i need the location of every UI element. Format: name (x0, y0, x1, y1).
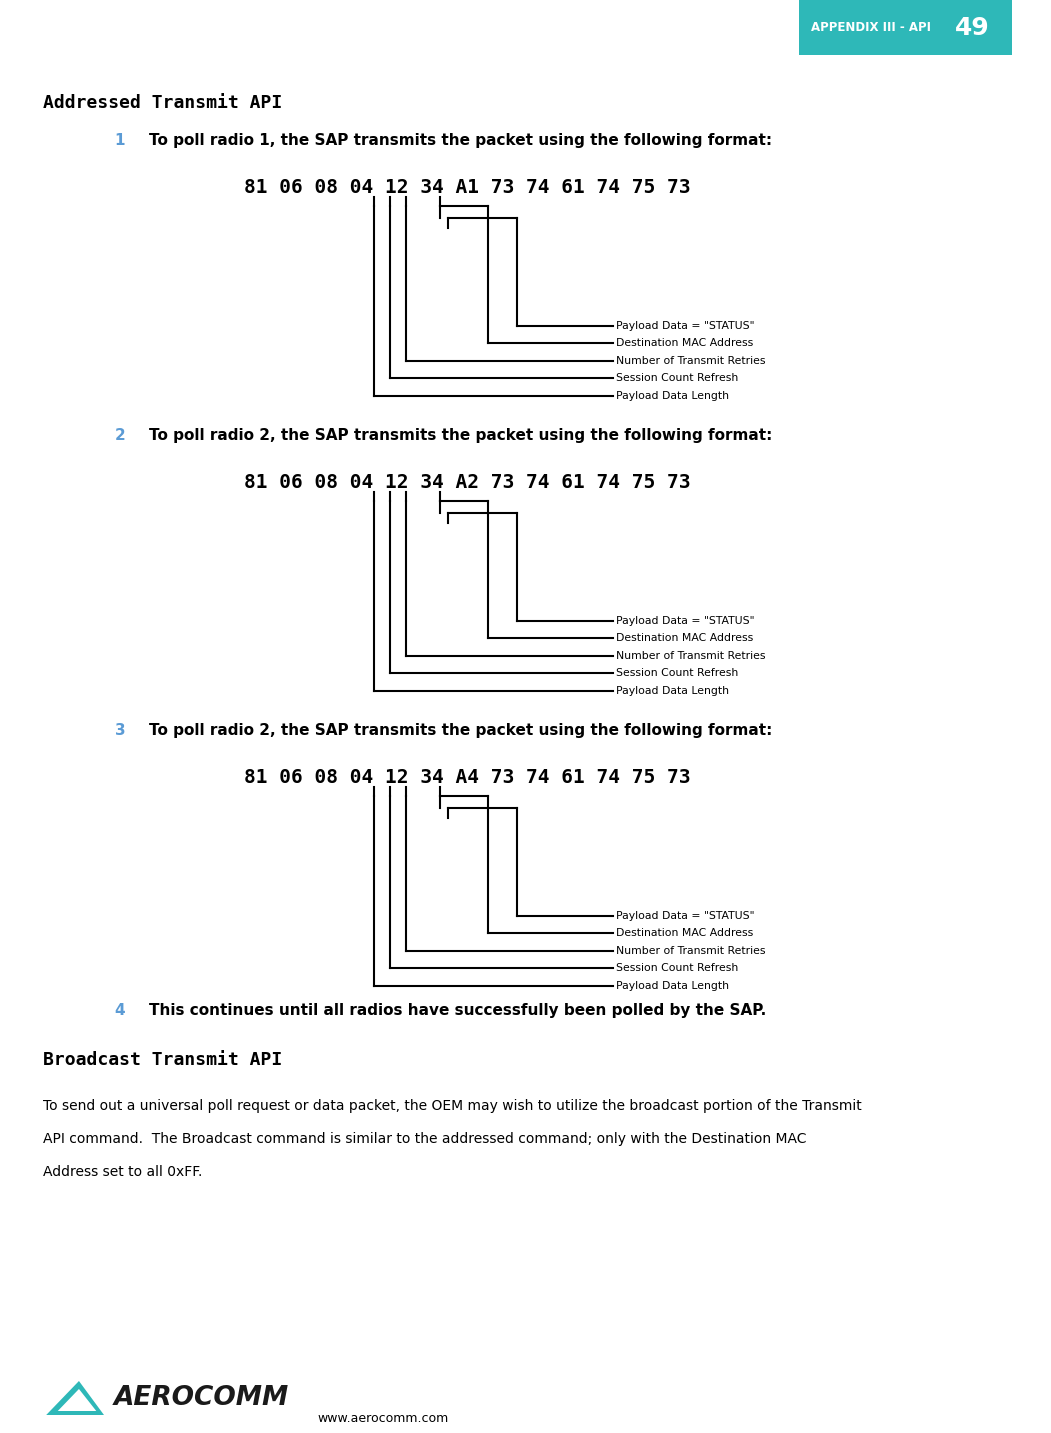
Text: 81 06 08 04 12 34 A1 73 74 61 74 75 73: 81 06 08 04 12 34 A1 73 74 61 74 75 73 (244, 178, 691, 196)
Text: Payload Data Length: Payload Data Length (616, 686, 729, 696)
Text: Address set to all 0xFF.: Address set to all 0xFF. (43, 1165, 203, 1179)
Text: To poll radio 1, the SAP transmits the packet using the following format:: To poll radio 1, the SAP transmits the p… (149, 133, 772, 148)
Text: Payload Data = "STATUS": Payload Data = "STATUS" (616, 911, 755, 921)
Polygon shape (58, 1389, 97, 1412)
Text: API command.  The Broadcast command is similar to the addressed command; only wi: API command. The Broadcast command is si… (43, 1132, 807, 1146)
Text: To poll radio 2, the SAP transmits the packet using the following format:: To poll radio 2, the SAP transmits the p… (149, 724, 772, 738)
FancyBboxPatch shape (799, 0, 1012, 54)
Text: Destination MAC Address: Destination MAC Address (616, 338, 754, 348)
Text: Session Count Refresh: Session Count Refresh (616, 963, 739, 973)
Text: 81 06 08 04 12 34 A2 73 74 61 74 75 73: 81 06 08 04 12 34 A2 73 74 61 74 75 73 (244, 473, 691, 492)
Text: Session Count Refresh: Session Count Refresh (616, 373, 739, 383)
Text: Number of Transmit Retries: Number of Transmit Retries (616, 355, 766, 365)
Text: AEROCOMM: AEROCOMM (114, 1386, 289, 1412)
Text: To send out a universal poll request or data packet, the OEM may wish to utilize: To send out a universal poll request or … (43, 1099, 862, 1113)
Text: 2: 2 (115, 428, 125, 443)
Text: 4: 4 (115, 1003, 125, 1017)
Text: Number of Transmit Retries: Number of Transmit Retries (616, 651, 766, 661)
Text: www.aerocomm.com: www.aerocomm.com (317, 1412, 449, 1424)
Text: APPENDIX III - API: APPENDIX III - API (811, 21, 931, 34)
Text: 49: 49 (955, 16, 990, 40)
Text: Broadcast Transmit API: Broadcast Transmit API (43, 1050, 283, 1069)
Text: This continues until all radios have successfully been polled by the SAP.: This continues until all radios have suc… (149, 1003, 766, 1017)
Text: 3: 3 (115, 724, 125, 738)
Text: Payload Data = "STATUS": Payload Data = "STATUS" (616, 616, 755, 626)
Text: Number of Transmit Retries: Number of Transmit Retries (616, 946, 766, 956)
Text: To poll radio 2, the SAP transmits the packet using the following format:: To poll radio 2, the SAP transmits the p… (149, 428, 772, 443)
Text: Destination MAC Address: Destination MAC Address (616, 929, 754, 939)
Text: 81 06 08 04 12 34 A4 73 74 61 74 75 73: 81 06 08 04 12 34 A4 73 74 61 74 75 73 (244, 768, 691, 787)
Text: Payload Data = "STATUS": Payload Data = "STATUS" (616, 321, 755, 331)
Polygon shape (46, 1381, 104, 1414)
Text: Payload Data Length: Payload Data Length (616, 982, 729, 992)
Text: 1: 1 (115, 133, 125, 148)
Text: Destination MAC Address: Destination MAC Address (616, 633, 754, 643)
Text: Addressed Transmit API: Addressed Transmit API (43, 95, 283, 112)
Text: Payload Data Length: Payload Data Length (616, 391, 729, 401)
Text: Session Count Refresh: Session Count Refresh (616, 668, 739, 678)
